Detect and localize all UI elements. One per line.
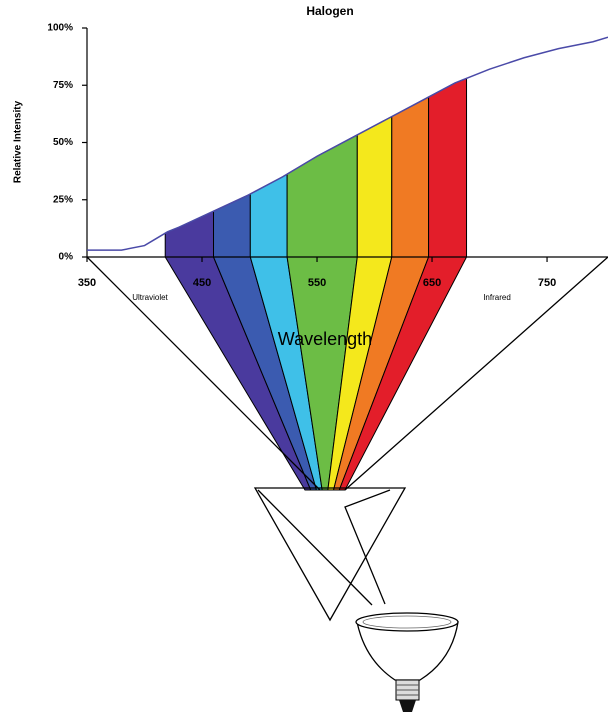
- x-axis-label: Wavelength: [278, 329, 372, 349]
- chart-title: Halogen: [306, 4, 353, 18]
- spectrum-band: [250, 174, 287, 257]
- y-tick-label: 75%: [53, 80, 73, 91]
- x-tick-label: 550: [308, 277, 326, 289]
- prism: [255, 488, 405, 620]
- y-tick-label: 100%: [47, 23, 73, 34]
- x-tick-label: 750: [538, 277, 556, 289]
- x-tick-label: 350: [78, 277, 96, 289]
- annotation: Infrared: [483, 293, 511, 302]
- chart: Halogen Relative Intensity Wavelength Ul…: [0, 0, 608, 721]
- spectrum-band: [357, 117, 392, 257]
- y-tick-label: 25%: [53, 194, 73, 205]
- spectrum-band: [429, 78, 467, 257]
- y-axis-label: Relative Intensity: [13, 100, 24, 183]
- bulb: [356, 613, 458, 712]
- x-tick-label: 650: [423, 277, 441, 289]
- y-tick-label: 50%: [53, 137, 73, 148]
- spectrum-band: [392, 97, 429, 257]
- spectrum-band: [165, 211, 213, 257]
- light-beam: [258, 490, 390, 605]
- x-tick-label: 450: [193, 277, 211, 289]
- annotation: Ultraviolet: [132, 293, 168, 302]
- y-tick-label: 0%: [59, 252, 74, 263]
